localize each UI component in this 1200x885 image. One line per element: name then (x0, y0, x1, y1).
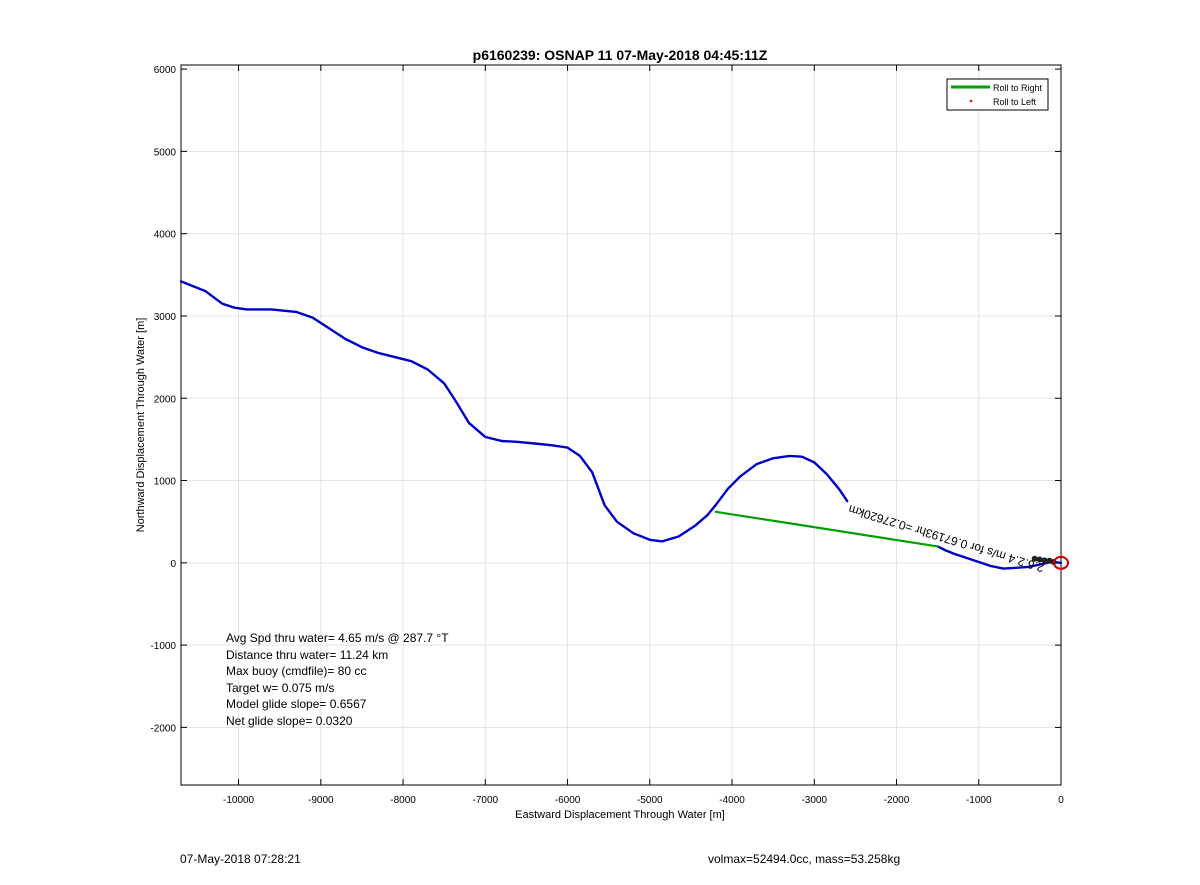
rotated-segment-label: 2.6.2.4 m/s for 0.67193hr =0.27620km (847, 502, 1046, 575)
stat-model-glide: Model glide slope= 0.6567 (226, 697, 367, 711)
legend-box (946, 78, 1049, 111)
y-tick-label: 5000 (154, 147, 177, 158)
y-tick-label: 1000 (154, 477, 177, 488)
stat-distance: Distance thru water= 11.24 km (226, 648, 388, 662)
y-tick-label: -1000 (150, 641, 176, 652)
x-tick-label: -4000 (719, 795, 745, 806)
plot-area-border (180, 64, 1062, 786)
axis-ticks: -10000 -9000 -8000 -7000 -6000 -5000 -4000 -300… (150, 65, 1064, 806)
legend-label-roll-left: Roll to Left (993, 97, 1037, 107)
y-tick-label: 2000 (154, 394, 177, 405)
x-tick-label: -3000 (801, 795, 827, 806)
y-tick-label: 4000 (154, 230, 177, 241)
track-marker (1036, 556, 1043, 563)
end-marker (1053, 555, 1069, 570)
track-marker (1031, 555, 1038, 562)
stats-block: Avg Spd thru water= 4.65 m/s @ 287.7 °T … (226, 631, 449, 728)
legend-swatch-roll-left (969, 99, 973, 103)
legend: Roll to Right Roll to Left (946, 78, 1049, 111)
stat-target-w: Target w= 0.075 m/s (226, 681, 334, 695)
stat-max-buoy: Max buoy (cmdfile)= 80 cc (226, 664, 366, 678)
x-tick-label: -9000 (308, 795, 334, 806)
series-layer (179, 280, 1069, 570)
y-axis-label: Northward Displacement Through Water [m] (135, 318, 147, 533)
y-tick-label: 3000 (154, 312, 177, 323)
x-tick-label: -2000 (884, 795, 910, 806)
y-tick-label: 6000 (154, 65, 177, 76)
x-tick-label: -8000 (390, 795, 416, 806)
footer-vehicle-info: volmax=52494.0cc, mass=53.258kg (708, 852, 901, 866)
legend-label-roll-right: Roll to Right (993, 83, 1043, 93)
series-line-track (179, 280, 849, 543)
x-axis-label: Eastward Displacement Through Water [m] (515, 809, 725, 821)
y-tick-label: -2000 (150, 723, 176, 734)
series-line-track (936, 545, 1063, 570)
track-marker (1041, 557, 1048, 564)
x-tick-label: -1000 (966, 795, 992, 806)
x-tick-label: -5000 (637, 795, 663, 806)
x-tick-label: -7000 (473, 795, 499, 806)
x-tick-label: -10000 (223, 795, 255, 806)
x-tick-label: 0 (1058, 795, 1064, 806)
y-tick-label: 0 (170, 559, 176, 570)
stat-avg-speed: Avg Spd thru water= 4.65 m/s @ 287.7 °T (226, 631, 449, 645)
x-tick-label: -6000 (555, 795, 581, 806)
stat-net-glide: Net glide slope= 0.0320 (226, 714, 353, 728)
footer-timestamp: 07-May-2018 07:28:21 (180, 852, 301, 866)
chart-title: p6160239: OSNAP 11 07-May-2018 04:45:11Z (473, 47, 768, 63)
series-line-roll-right (714, 510, 939, 548)
